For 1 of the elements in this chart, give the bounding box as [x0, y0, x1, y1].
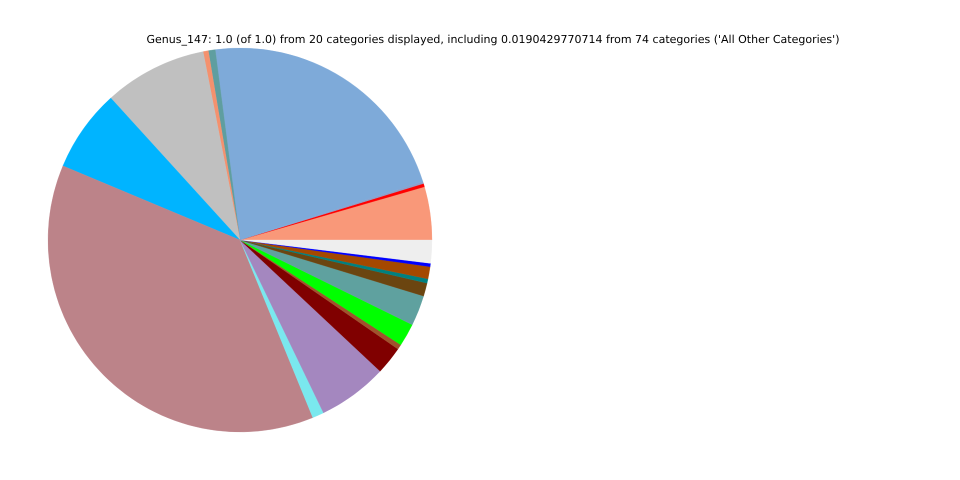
text: Genus_147: 1.0 (of 1.0) from 20 categories displayed, including 0.0190429770714 from 74 categories ('All Other Categories') [146, 33, 840, 46]
